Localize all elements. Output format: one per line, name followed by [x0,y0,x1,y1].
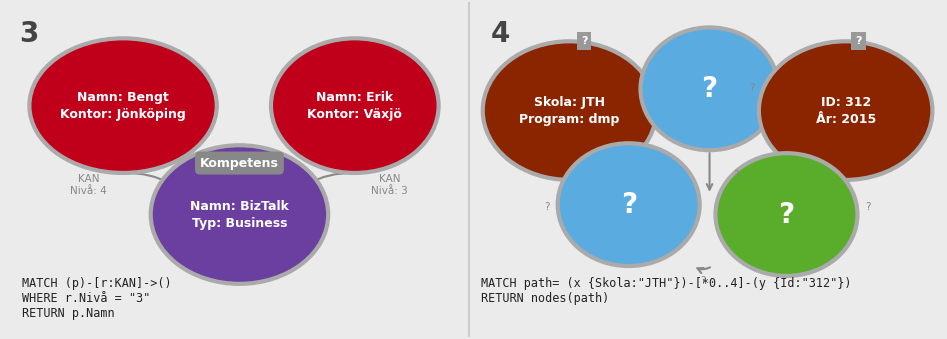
Text: KAN
Nivå: 4: KAN Nivå: 4 [70,174,107,196]
Text: ?: ? [700,276,706,286]
Text: Skola: JTH
Program: dmp: Skola: JTH Program: dmp [519,96,619,125]
Text: ?: ? [581,36,587,46]
Text: ?: ? [733,170,739,180]
Ellipse shape [151,145,329,284]
Text: Namn: Erik
Kontor: Växjö: Namn: Erik Kontor: Växjö [308,91,402,121]
Text: MATCH (p)-[r:KAN]->()
WHERE r.Nivå = "3"
RETURN p.Namn: MATCH (p)-[r:KAN]->() WHERE r.Nivå = "3"… [23,277,172,320]
Text: 4: 4 [491,20,510,47]
Text: 3: 3 [20,20,39,47]
Ellipse shape [715,153,857,276]
Text: ?: ? [702,75,718,103]
Ellipse shape [29,38,217,173]
Text: ?: ? [545,202,549,212]
Ellipse shape [271,38,438,173]
Ellipse shape [640,27,778,150]
Text: ?: ? [620,191,636,219]
Text: KAN
Nivå: 3: KAN Nivå: 3 [371,174,408,196]
Text: Kompetens: Kompetens [200,157,278,170]
Text: Namn: Bengt
Kontor: Jönköping: Namn: Bengt Kontor: Jönköping [61,91,186,121]
Ellipse shape [558,143,700,266]
Text: Namn: BizTalk
Typ: Business: Namn: BizTalk Typ: Business [190,200,289,230]
Text: ?: ? [749,83,755,93]
Text: ID: 312
År: 2015: ID: 312 År: 2015 [815,96,876,125]
Text: ?: ? [855,36,862,46]
Ellipse shape [759,41,933,180]
Text: MATCH path= (x {Skola:"JTH"})-[*0..4]-(y {Id:"312"})
RETURN nodes(path): MATCH path= (x {Skola:"JTH"})-[*0..4]-(y… [481,277,851,305]
Ellipse shape [483,41,656,180]
Text: ?: ? [778,201,795,228]
Text: ?: ? [866,202,871,212]
